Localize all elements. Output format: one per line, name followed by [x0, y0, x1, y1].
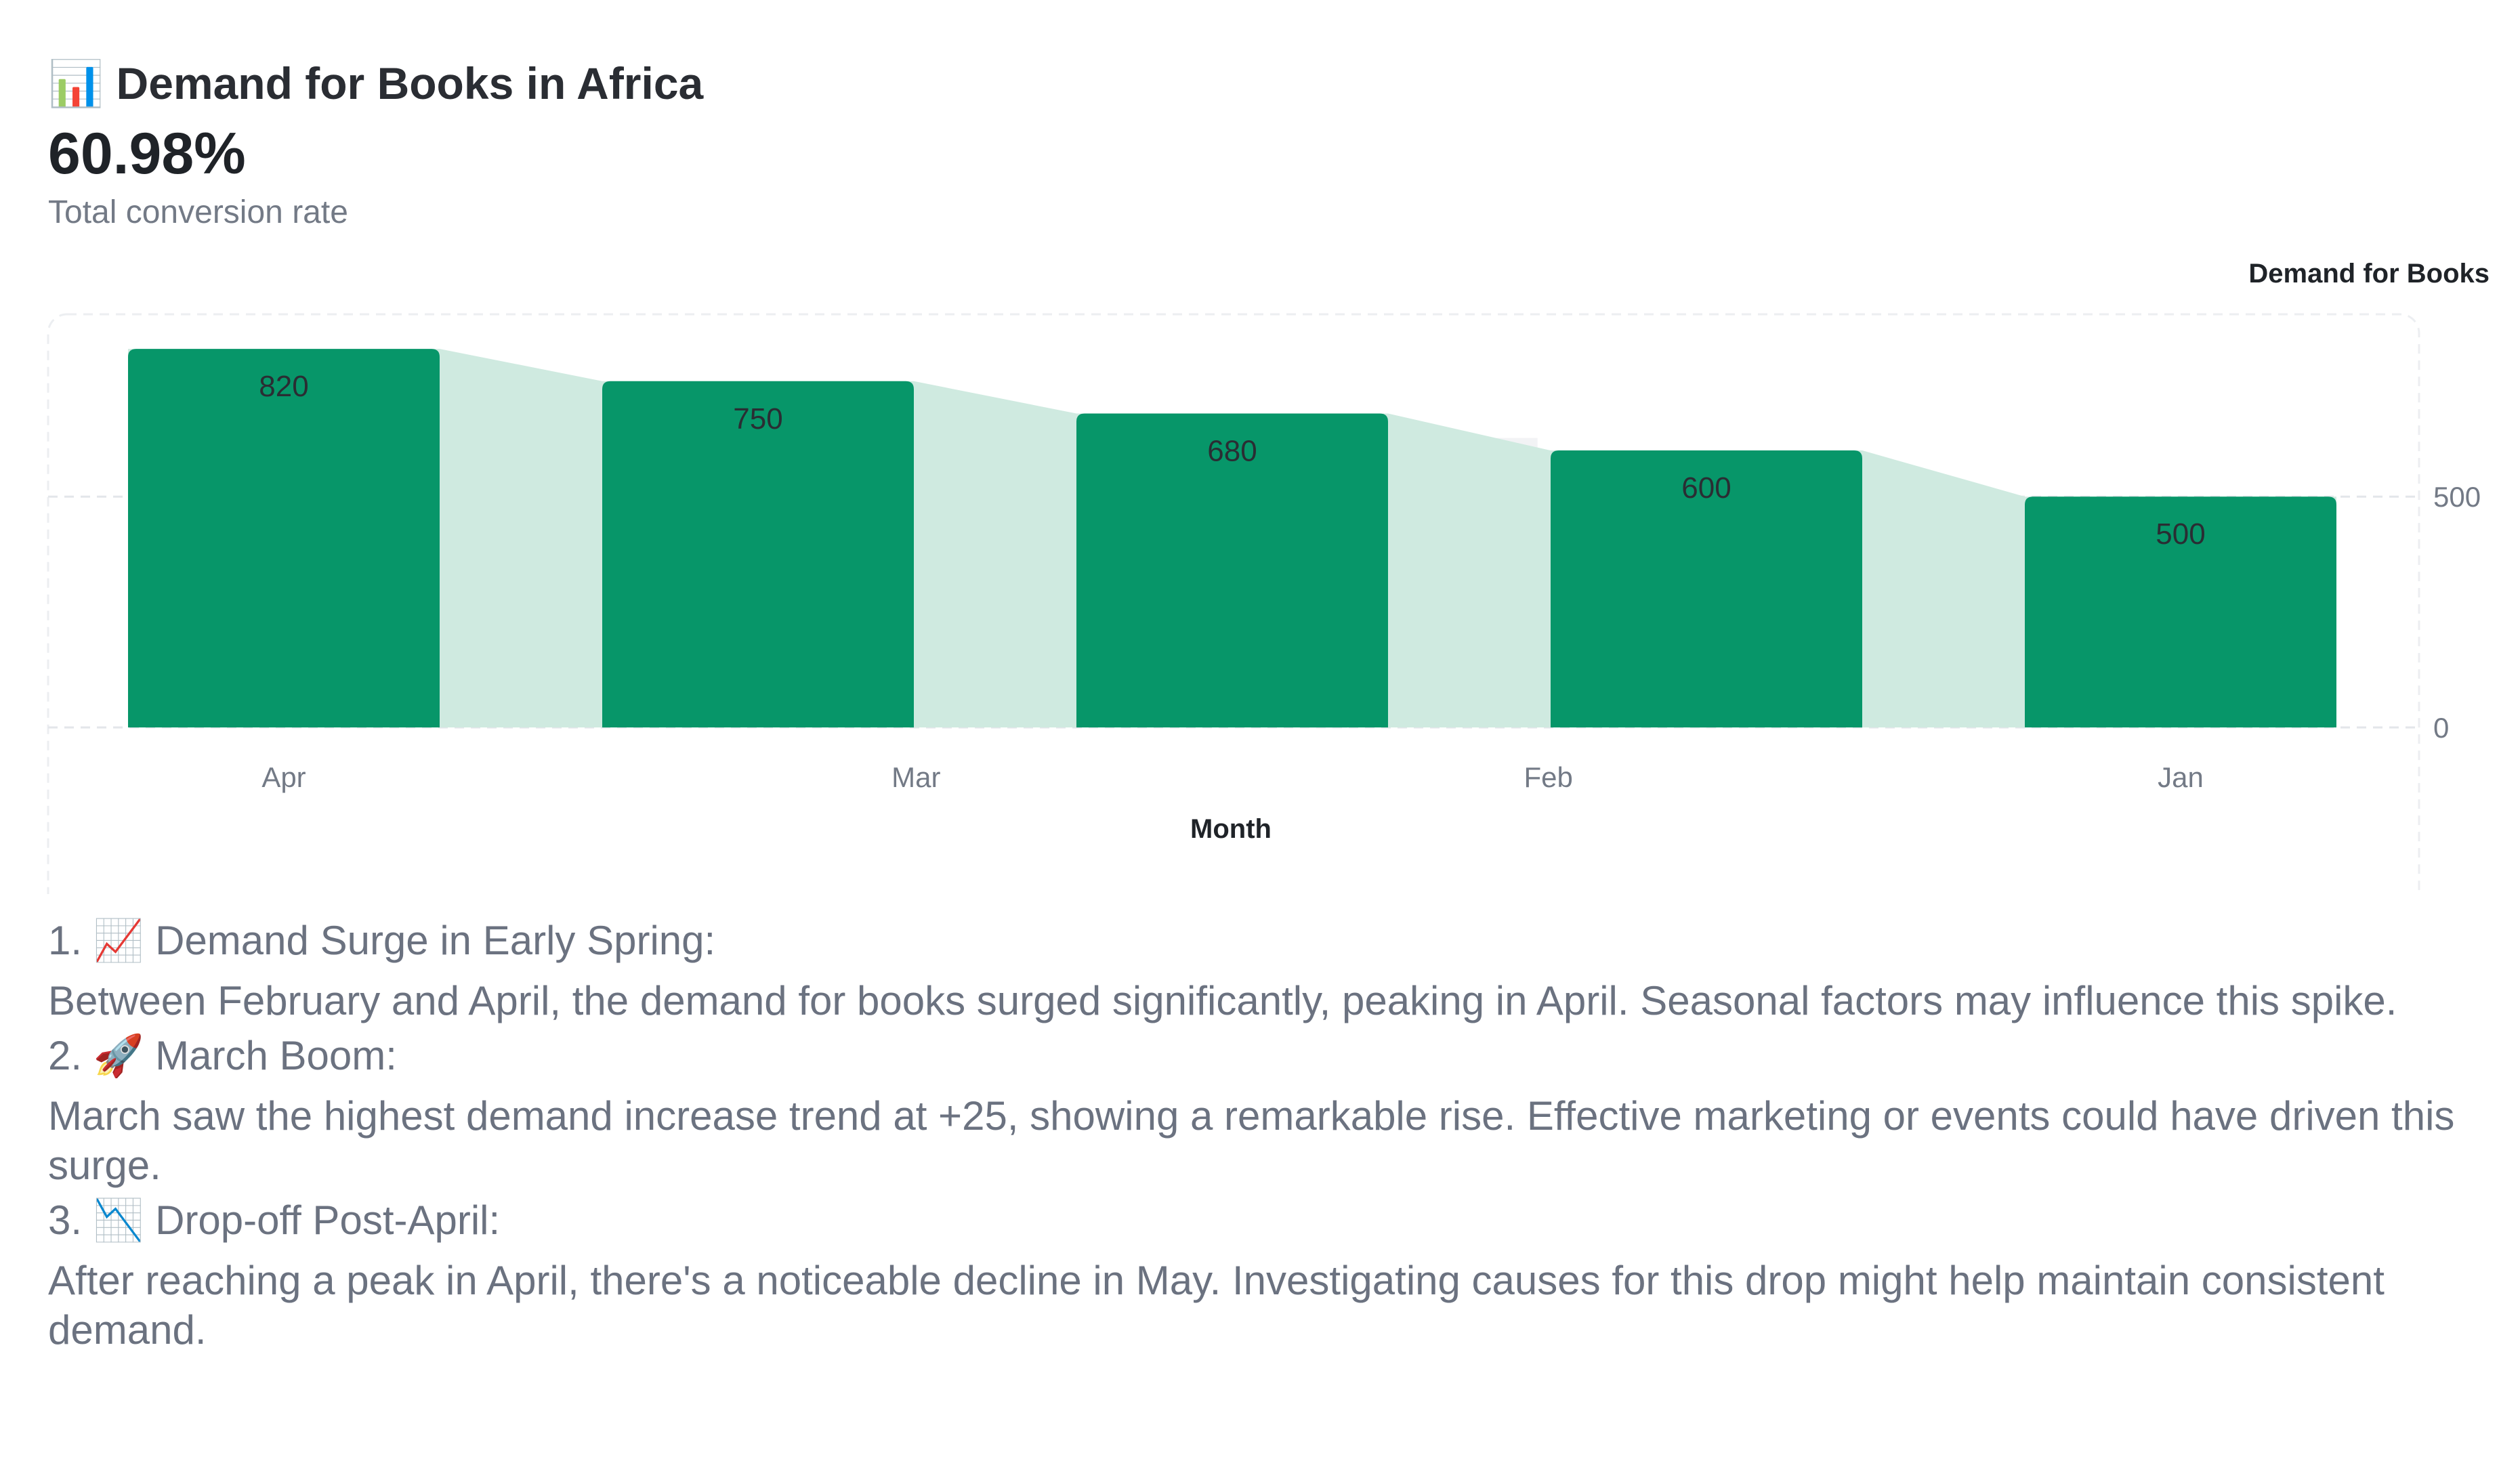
insight-number: 3. — [48, 1197, 83, 1243]
bar — [1551, 450, 1862, 727]
chart-title: 📊 Demand for Books in Africa — [48, 53, 703, 114]
insight-number: 1. — [48, 918, 83, 963]
kpi-label: Total conversion rate — [48, 194, 348, 230]
chart-up-icon: 📈 — [93, 918, 144, 963]
insight-title: 2. 🚀 March Boom: — [48, 1033, 397, 1078]
bar — [128, 349, 440, 727]
x-axis-label: Month — [1190, 814, 1272, 844]
y-tick-label: 0 — [2433, 712, 2449, 744]
bar — [602, 381, 914, 727]
chart-title-text: Demand for Books in Africa — [116, 58, 704, 108]
kpi-value: 60.98% — [48, 121, 246, 186]
insight-body: Between February and April, the demand f… — [48, 978, 2397, 1023]
header: 📊 Demand for Books in Africa 60.98% Tota… — [48, 53, 703, 234]
legend-label: Demand for Books — [2248, 259, 2490, 289]
insight-body: After reaching a peak in April, there's … — [48, 1258, 2385, 1353]
x-tick-label: Mar — [891, 761, 940, 793]
insights-list: 1. 📈 Demand Surge in Early Spring: Betwe… — [48, 916, 2487, 1360]
insight-item: 3. 📉 Drop-off Post-April: After reaching… — [48, 1195, 2487, 1355]
bar-value-label: 820 — [259, 370, 308, 403]
y-ticks-layer: 0 500 — [2433, 481, 2481, 744]
x-tick-label: Jan — [2158, 761, 2204, 793]
insight-item: 2. 🚀 March Boom: March saw the highest d… — [48, 1031, 2487, 1190]
bar — [1076, 413, 1388, 727]
x-tick-label: Apr — [261, 761, 306, 793]
x-ticks-layer: Apr Mar Feb Jan — [261, 761, 2204, 793]
bar-value-label: 680 — [1207, 435, 1257, 468]
bar-chart-icon: 📊 — [48, 58, 104, 108]
rocket-icon: 🚀 — [93, 1033, 144, 1078]
chart-down-icon: 📉 — [93, 1197, 144, 1243]
insight-item: 1. 📈 Demand Surge in Early Spring: Betwe… — [48, 916, 2487, 1025]
bar-value-label: 500 — [2156, 517, 2205, 551]
insight-number: 2. — [48, 1033, 83, 1078]
plot-border — [47, 313, 2420, 894]
insight-title: 3. 📉 Drop-off Post-April: — [48, 1197, 501, 1243]
x-tick-label: Feb — [1524, 761, 1572, 793]
bars-layer — [128, 349, 2336, 727]
insight-title: 1. 📈 Demand Surge in Early Spring: — [48, 918, 716, 963]
bar-value-label: 750 — [733, 402, 782, 436]
bar — [2025, 496, 2336, 727]
labels-layer: 820 750 680 600 500 — [259, 370, 2205, 551]
y-tick-label: 500 — [2433, 481, 2481, 513]
insight-body: March saw the highest demand increase tr… — [48, 1093, 2455, 1188]
bar-value-label: 600 — [1681, 471, 1731, 505]
